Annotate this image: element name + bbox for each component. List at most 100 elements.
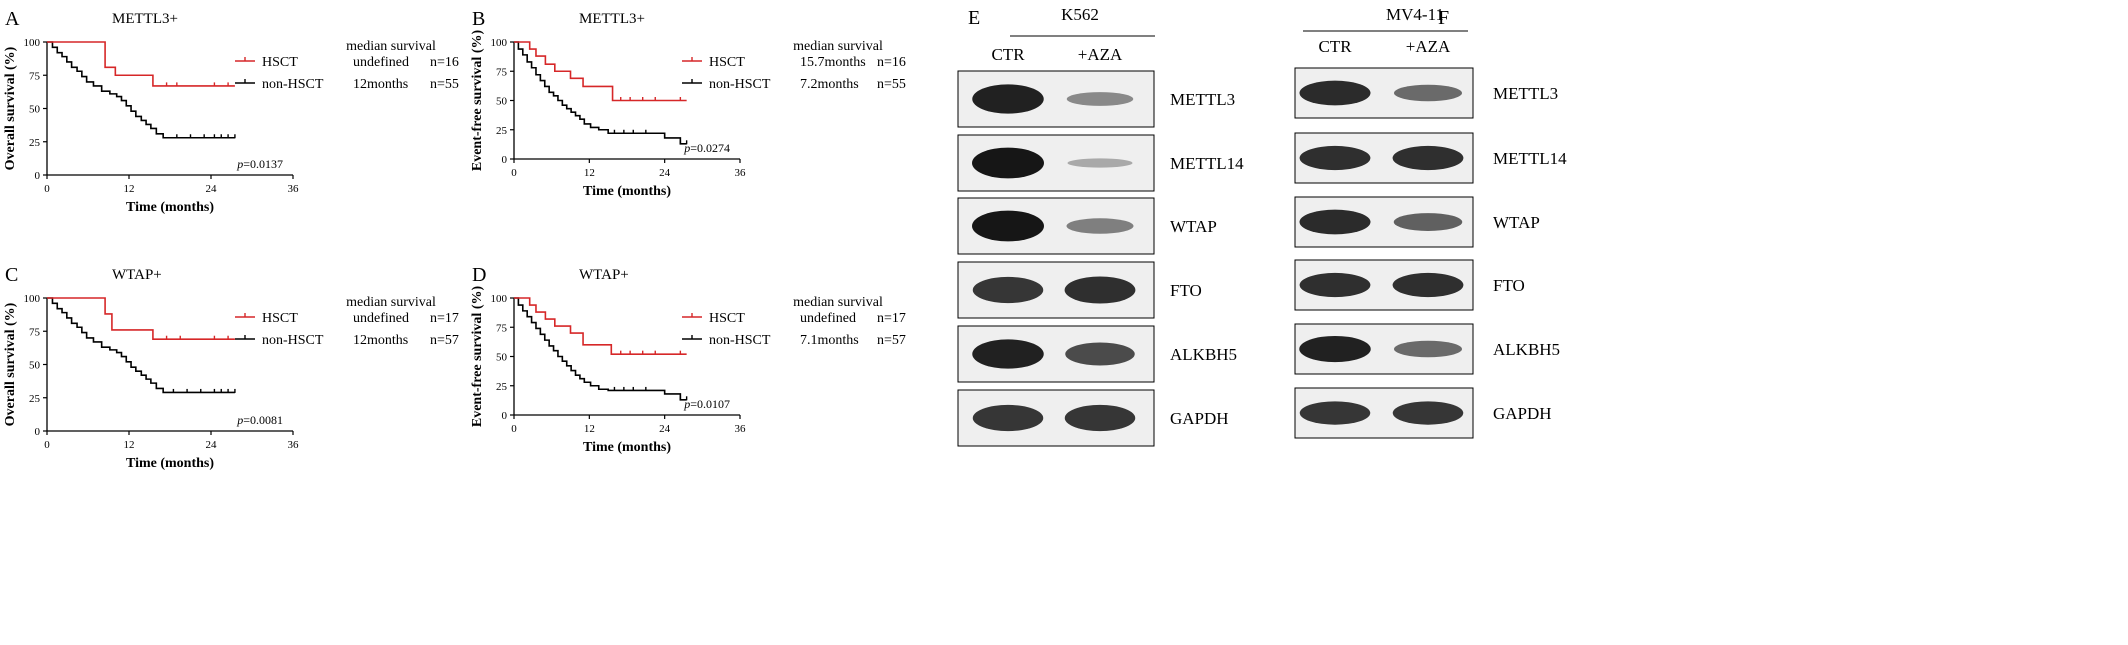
lane-label: CTR — [1318, 37, 1352, 56]
protein-label: METTL14 — [1493, 149, 1567, 168]
km-plot-d: D WTAP+ 0 25 50 75 100 0 12 24 36 Time (months) Even… — [470, 264, 906, 455]
y-tick-label: 25 — [496, 381, 508, 393]
legend-n: n=16 — [430, 55, 459, 70]
protein-label: METTL14 — [1170, 154, 1244, 173]
legend-median: undefined — [353, 311, 409, 326]
protein-label: METTL3 — [1170, 90, 1235, 109]
legend-n: n=57 — [877, 333, 906, 348]
protein-label: WTAP — [1170, 217, 1217, 236]
protein-label: METTL3 — [1493, 84, 1558, 103]
protein-band — [972, 147, 1044, 179]
p-value-number: =0.0274 — [690, 141, 730, 155]
chart-title: WTAP+ — [579, 267, 629, 283]
x-tick-label: 36 — [735, 423, 747, 435]
protein-label: FTO — [1170, 281, 1202, 300]
y-tick-label: 100 — [24, 293, 41, 305]
panel-letter: B — [472, 8, 485, 30]
legend-n: n=16 — [877, 55, 906, 70]
protein-band — [1392, 401, 1464, 425]
p-value: p=0.0137 — [236, 157, 283, 171]
p-value: p=0.0081 — [236, 413, 283, 427]
cell-line-title: K562 — [1061, 5, 1099, 24]
legend-header: median survival — [346, 39, 436, 54]
legend-series-name: HSCT — [262, 55, 298, 70]
x-tick-label: 0 — [511, 167, 517, 179]
protein-band — [1066, 92, 1134, 106]
protein-band — [972, 84, 1044, 114]
protein-band — [1393, 213, 1463, 231]
legend-series-name: non-HSCT — [262, 77, 324, 92]
chart-title: METTL3+ — [579, 11, 645, 27]
x-tick-label: 24 — [659, 167, 671, 179]
legend-header: median survival — [793, 295, 883, 310]
legend-median: 12months — [353, 77, 408, 92]
protein-band — [972, 404, 1044, 432]
legend-median: 12months — [353, 333, 408, 348]
protein-label: GAPDH — [1170, 409, 1229, 428]
legend-n: n=57 — [430, 333, 459, 348]
panel-letter: C — [5, 264, 18, 286]
panel-letter: A — [5, 8, 20, 30]
y-axis-label: Event-free survival (%) — [470, 30, 485, 172]
legend-n: n=55 — [430, 77, 459, 92]
legend-series-name: HSCT — [709, 55, 745, 70]
p-value-number: =0.0107 — [690, 397, 730, 411]
legend-header: median survival — [346, 295, 436, 310]
p-value-number: =0.0137 — [243, 157, 283, 171]
protein-band — [1064, 404, 1136, 432]
y-tick-label: 25 — [29, 393, 41, 405]
p-value: p=0.0274 — [683, 141, 730, 155]
y-tick-label: 100 — [491, 293, 508, 305]
legend-series-name: non-HSCT — [709, 77, 771, 92]
x-tick-label: 36 — [735, 167, 747, 179]
legend-series-name: HSCT — [262, 311, 298, 326]
protein-band — [1394, 84, 1462, 102]
legend-median: 7.2months — [800, 77, 859, 92]
x-tick-label: 36 — [288, 183, 300, 195]
y-tick-label: 100 — [24, 37, 41, 49]
x-tick-label: 12 — [584, 423, 595, 435]
protein-band — [972, 210, 1044, 242]
protein-band — [1299, 272, 1371, 298]
x-tick-label: 24 — [659, 423, 671, 435]
protein-band — [1392, 145, 1464, 171]
p-value-number: =0.0081 — [243, 413, 283, 427]
chart-title: WTAP+ — [112, 267, 162, 283]
y-tick-label: 75 — [496, 66, 508, 78]
p-value-label: p — [236, 157, 243, 171]
legend-series-name: HSCT — [709, 311, 745, 326]
x-tick-label: 12 — [124, 183, 135, 195]
lane-label: +AZA — [1406, 37, 1451, 56]
legend-series-name: non-HSCT — [262, 333, 324, 348]
y-tick-label: 0 — [502, 410, 508, 422]
y-axis-label: Overall survival (%) — [3, 46, 18, 170]
panel-letter: D — [472, 264, 486, 286]
protein-band — [1299, 145, 1371, 171]
x-tick-label: 0 — [44, 183, 50, 195]
p-value-label: p — [683, 397, 690, 411]
y-tick-label: 25 — [496, 125, 508, 137]
protein-band — [1299, 209, 1371, 235]
y-tick-label: 50 — [496, 352, 508, 364]
km-curve-non-hsct — [514, 297, 687, 401]
y-tick-label: 100 — [491, 37, 508, 49]
legend-median: 15.7months — [800, 55, 866, 70]
y-tick-label: 50 — [29, 360, 41, 372]
km-curve-hsct — [47, 297, 235, 341]
km-curve-non-hsct — [514, 41, 687, 145]
y-tick-label: 0 — [35, 426, 41, 438]
protein-band — [1067, 158, 1133, 168]
legend-median: undefined — [353, 55, 409, 70]
y-tick-label: 0 — [502, 154, 508, 166]
km-curve-hsct — [47, 41, 235, 87]
y-axis-label: Overall survival (%) — [3, 302, 18, 426]
x-tick-label: 24 — [206, 439, 218, 451]
protein-band — [972, 276, 1044, 304]
y-tick-label: 25 — [29, 137, 41, 149]
protein-band — [1299, 335, 1371, 363]
legend-median: undefined — [800, 311, 856, 326]
legend-n: n=17 — [877, 311, 906, 326]
x-axis-label: Time (months) — [126, 456, 214, 471]
protein-label: GAPDH — [1493, 404, 1552, 423]
